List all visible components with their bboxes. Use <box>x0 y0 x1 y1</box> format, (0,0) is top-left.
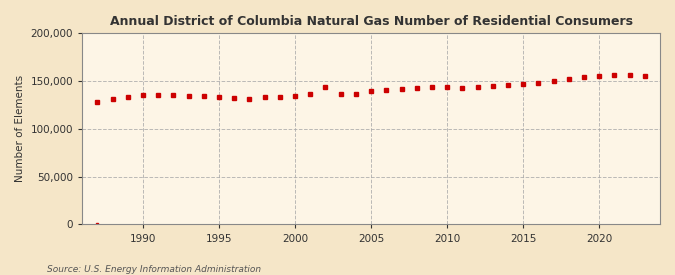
Text: Source: U.S. Energy Information Administration: Source: U.S. Energy Information Administ… <box>47 265 261 274</box>
Y-axis label: Number of Elements: Number of Elements <box>15 75 25 183</box>
Title: Annual District of Columbia Natural Gas Number of Residential Consumers: Annual District of Columbia Natural Gas … <box>109 15 632 28</box>
